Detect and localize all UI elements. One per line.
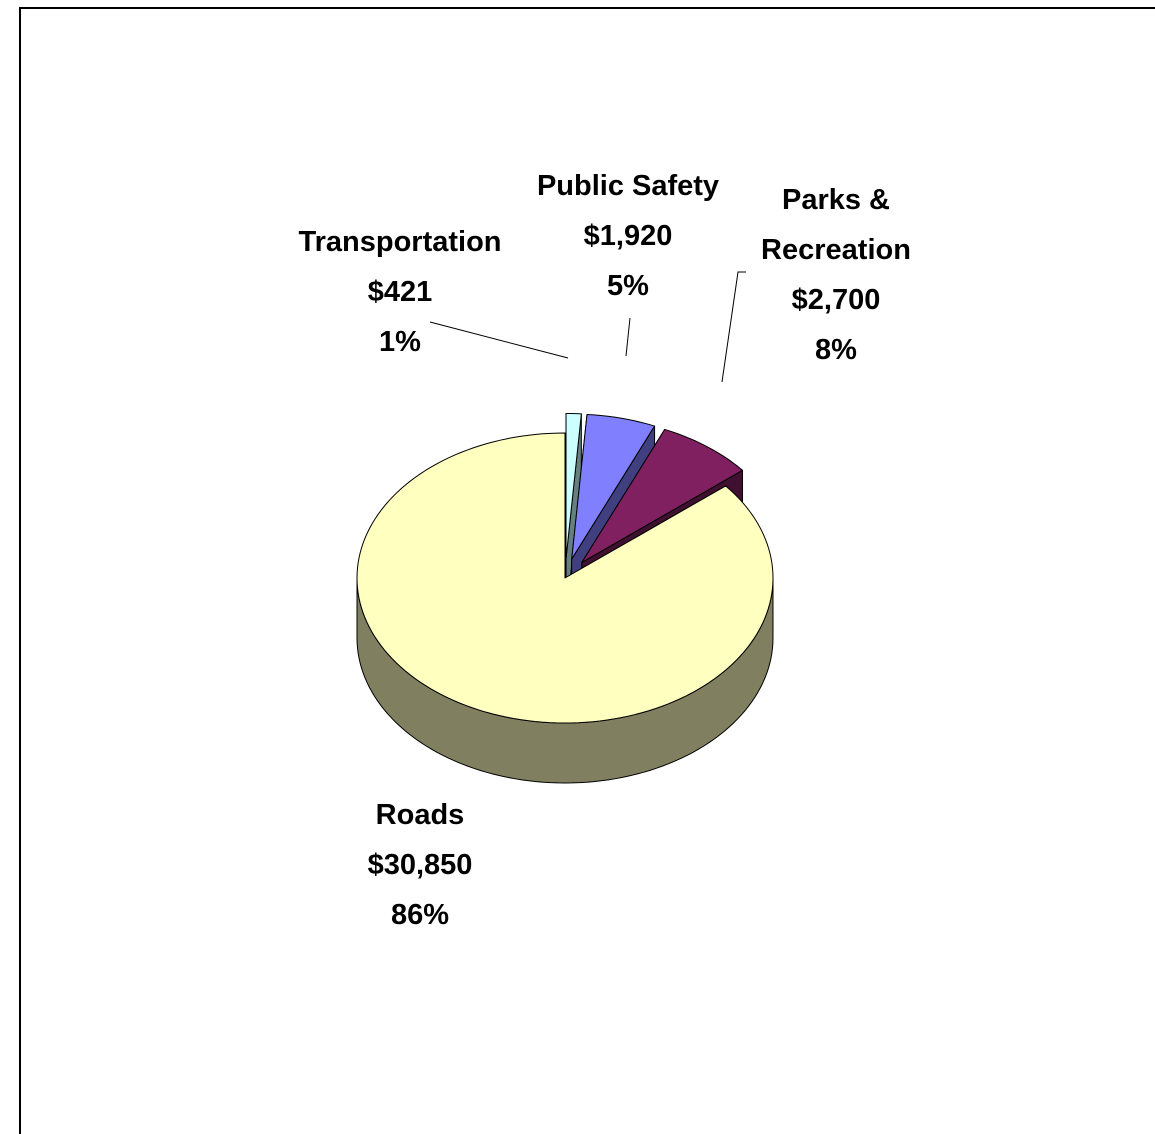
slice-label: Parks & Recreation $2,700 8% [741,175,931,375]
slice-label: Transportation $421 1% [270,217,530,367]
slice-label: Roads $30,850 86% [290,790,550,940]
slice-name: Parks & Recreation [761,184,911,266]
slice [565,412,582,559]
slice-name: Roads [375,799,465,831]
slice-percent: 1% [379,326,421,358]
slice-percent: 8% [815,334,857,366]
slice-label: Public Safety $1,920 5% [498,161,758,311]
slice-value: $30,850 [367,849,473,881]
slice [571,413,656,560]
slice [356,432,774,724]
chart-frame [19,7,1155,1134]
slice-name: Transportation [298,226,502,258]
slice-percent: 5% [607,270,649,302]
leader-line [429,321,569,359]
slice-percent: 86% [390,899,450,931]
leader-line [625,317,631,357]
slice-value: $2,700 [791,284,881,316]
slice-value: $421 [367,276,433,308]
pie [356,412,774,784]
slice-value: $1,920 [583,220,673,252]
slice-name: Public Safety [536,170,720,202]
leader-line [721,271,746,383]
slice [581,428,744,563]
